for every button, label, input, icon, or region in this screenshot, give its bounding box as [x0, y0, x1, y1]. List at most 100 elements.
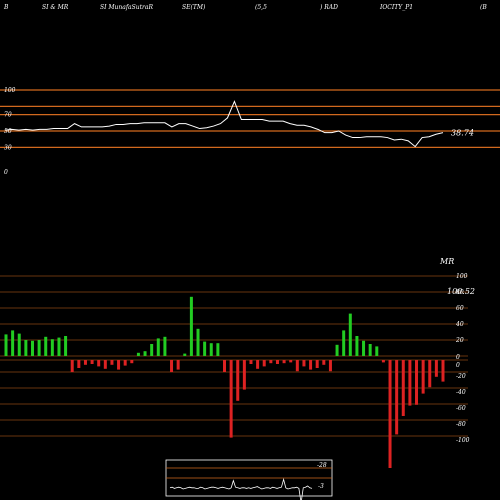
mr-bar [216, 343, 220, 356]
mr-bar [83, 360, 87, 365]
mr-bar [103, 360, 107, 369]
mr-bar [143, 351, 147, 356]
mr-bar [335, 344, 339, 356]
header-code: B [4, 4, 9, 11]
mr-y-tick-label: -60 [456, 405, 466, 412]
mr-y-tick-label: 0 [456, 354, 460, 361]
rsi-y-tick-label: 50 [4, 128, 12, 135]
mr-y-tick-label: -40 [456, 389, 466, 396]
mr-y-tick-label: 20 [455, 337, 464, 344]
mr-bar [50, 339, 54, 356]
mr-y-tick-label: 80 [456, 289, 464, 296]
mr-title: MR [439, 257, 454, 266]
mr-y-tick-label: -80 [456, 421, 466, 428]
mr-bar [348, 313, 352, 356]
mr-bar [110, 360, 114, 365]
mr-bar [176, 360, 180, 370]
mini-line [169, 477, 313, 500]
mr-bar [355, 336, 359, 356]
mr-bar [196, 328, 200, 356]
mr-bar [117, 360, 121, 370]
mr-bar [77, 360, 81, 368]
mr-bar [408, 360, 412, 406]
mr-y-tick-label: 60 [456, 305, 464, 312]
header-site-name: SI MunafaSutraR [100, 4, 153, 11]
mr-bar [249, 360, 253, 364]
mr-bar [381, 360, 385, 363]
mr-bar [342, 330, 346, 356]
mr-bar [415, 360, 419, 405]
mr-bar [136, 352, 140, 356]
mr-bar [90, 360, 94, 364]
mr-bar [17, 333, 21, 356]
mr-bar [309, 360, 313, 370]
mr-bar [368, 344, 372, 356]
mr-bar [70, 360, 74, 372]
mr-bar [123, 360, 127, 366]
mr-value-label: 100.52 [447, 287, 475, 296]
rsi-y-tick-label: 70 [4, 112, 12, 119]
mr-bar [362, 340, 366, 356]
mr-bar [130, 360, 134, 364]
mr-bar [11, 330, 15, 356]
mr-bar [150, 344, 154, 356]
mr-bar [163, 336, 167, 356]
mini-last-value-label: -3 [318, 483, 324, 490]
mr-bar [289, 360, 293, 363]
mr-bar [24, 340, 28, 356]
mini-top-label: -28 [317, 462, 327, 469]
mr-bar [223, 360, 226, 372]
rsi-line [4, 100, 444, 148]
mr-y-tick-label: 100 [456, 273, 468, 280]
mr-bar [434, 360, 438, 377]
mr-bar [183, 353, 187, 356]
mr-bar [322, 360, 326, 365]
rsi-y-tick-label: 100 [4, 87, 16, 94]
mr-y-tick-label: -20 [456, 373, 466, 380]
mr-y-tick-label: -100 [456, 437, 470, 444]
mr-bar [302, 360, 306, 367]
mr-bar [242, 360, 246, 390]
mr-bar [170, 360, 174, 372]
header-exchange: (B [480, 4, 487, 11]
mr-bar [189, 296, 193, 356]
mr-bar [4, 334, 8, 356]
header-company-name: IOCITY_P1 [380, 4, 414, 11]
rsi-y-tick-label: 30 [4, 144, 12, 151]
mr-bar [315, 360, 319, 368]
header-site-suffix: SE(TM) [182, 4, 206, 11]
mr-bar [30, 340, 34, 356]
mr-bar [295, 360, 299, 372]
mr-bar [57, 337, 61, 356]
mr-y-tick-label: 40 [455, 321, 464, 328]
mr-bar [282, 360, 286, 364]
mr-bar [328, 360, 332, 372]
mr-bar [256, 360, 260, 369]
rsi-last-value-label: 38.74 [451, 129, 474, 138]
mr-bar [421, 360, 425, 394]
mr-y-tick-label: 0 [456, 362, 460, 369]
mr-bar [44, 336, 48, 356]
mr-bar [401, 360, 405, 416]
mr-bar [203, 341, 207, 356]
mr-bar [275, 360, 279, 364]
mr-bar [388, 360, 392, 468]
mr-bar [269, 360, 273, 364]
rsi-y-tick-label: 0 [4, 169, 8, 176]
mr-bar [441, 360, 445, 382]
mr-bar [37, 340, 41, 356]
mr-bar [375, 346, 379, 356]
mr-bar [209, 343, 213, 356]
header-company-prefix: ) RAD [320, 4, 338, 11]
header-period: (5,5 [255, 4, 267, 11]
mr-bar [262, 360, 266, 367]
mr-bar [395, 360, 399, 435]
mr-bar [156, 338, 160, 356]
mr-bar [236, 360, 240, 401]
mr-bar [64, 336, 68, 356]
mr-bar [428, 360, 432, 388]
header-indicator-name: SI & MR [42, 4, 69, 11]
mr-bar [229, 360, 233, 438]
mr-bar [97, 360, 101, 367]
